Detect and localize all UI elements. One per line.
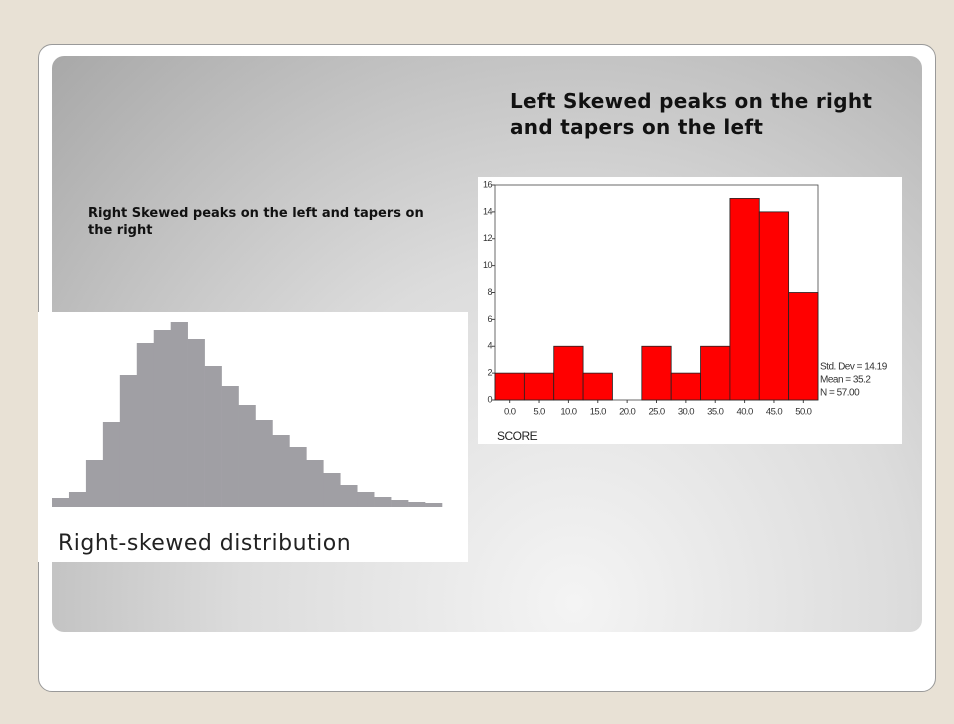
right-image (478, 177, 902, 444)
bar (374, 497, 392, 507)
x-tick-label: 25.0 (648, 407, 664, 418)
bar (494, 372, 525, 401)
right-skew-note: Right Skewed peaks on the left and taper… (88, 206, 424, 238)
bar (357, 492, 375, 507)
bar (221, 386, 239, 507)
x-tick-label: 35.0 (707, 407, 723, 418)
bar (582, 372, 613, 401)
bar (153, 330, 171, 507)
x-tick-label: 45.0 (766, 407, 782, 418)
bar (425, 503, 443, 507)
y-tick-label: 10 (483, 260, 493, 270)
y-tick-label: 4 (487, 341, 492, 351)
chart-caption: Right-skewed distribution (58, 531, 351, 556)
bar (729, 198, 760, 401)
bar (136, 343, 155, 507)
bar (306, 460, 324, 507)
x-tick-label: 40.0 (737, 407, 753, 418)
bar (788, 292, 819, 401)
y-tick-label: 8 (487, 287, 492, 297)
x-tick-label: 15.0 (590, 407, 606, 418)
x-tick-label: 50.0 (795, 407, 811, 418)
bar (553, 345, 584, 401)
y-tick-label: 0 (487, 394, 492, 404)
bar (272, 435, 290, 507)
bar (641, 345, 672, 401)
x-axis-label: SCORE (497, 429, 538, 443)
bar (391, 500, 409, 507)
bar (52, 498, 70, 507)
y-tick-label: 14 (483, 206, 493, 216)
bar (238, 405, 256, 507)
bar (187, 339, 205, 507)
bar (255, 420, 273, 507)
x-tick-label: 0.0 (504, 407, 516, 418)
x-tick-label: 30.0 (678, 407, 694, 418)
y-tick-label: 16 (483, 179, 493, 189)
bar (68, 492, 87, 507)
left-skew-note: Left Skewed peaks on the right and taper… (510, 89, 873, 139)
bar (85, 460, 104, 507)
y-tick-label: 2 (487, 368, 492, 378)
annotation: Std. Dev = 14.19 (820, 362, 888, 373)
bar (758, 211, 790, 401)
bar (323, 473, 341, 507)
bar (289, 447, 307, 507)
bar (700, 345, 731, 401)
bar (119, 375, 138, 507)
annotation: N = 57.00 (820, 388, 860, 399)
annotation: Mean = 35.2 (820, 375, 871, 386)
x-tick-label: 5.0 (533, 407, 545, 418)
bar (670, 372, 701, 401)
bar (204, 366, 222, 507)
y-tick-label: 12 (483, 233, 493, 243)
bar (523, 372, 555, 401)
x-tick-label: 10.0 (560, 407, 576, 418)
bar (170, 322, 188, 507)
bar (408, 502, 426, 507)
x-tick-label: 20.0 (619, 407, 635, 418)
y-tick-label: 6 (487, 314, 492, 324)
bar (102, 422, 121, 507)
bar (340, 485, 358, 507)
